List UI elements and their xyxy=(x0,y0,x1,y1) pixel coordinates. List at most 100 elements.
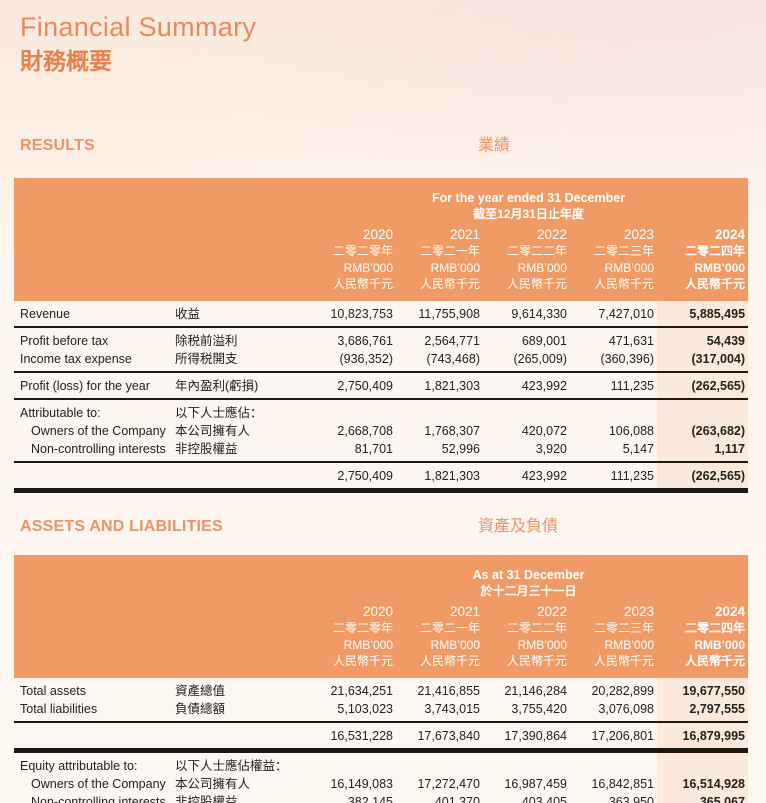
value-cell: 9,614,330 xyxy=(483,301,570,328)
value-cell xyxy=(483,399,570,422)
column-year: 2024 xyxy=(657,599,748,620)
column-unit: RMB’000 xyxy=(396,260,483,276)
value-cell: 16,149,083 xyxy=(330,777,393,791)
value-cell: 471,631 xyxy=(608,334,654,348)
row-label-zh: 年內盈利(虧損) xyxy=(169,372,309,400)
column-unit-zh: 人民幣千元 xyxy=(657,276,749,301)
table-header-row: 2020 2021 2022 2023 2024 xyxy=(14,599,748,620)
assets-table-body: Total assets 資產總值 21,634,251 21,416,855 21,1… xyxy=(14,678,748,803)
table-header-row: 於十二月三十一日 xyxy=(14,583,748,599)
assets-table-header: As at 31 December 於十二月三十一日 2020 2021 2022 202… xyxy=(14,555,748,678)
row-label-zh: 以下人士應佔權益： xyxy=(175,759,288,773)
row-label-en: Non-controlling interests xyxy=(14,793,169,803)
value-cell xyxy=(396,751,483,776)
value-cell: 1,768,307 xyxy=(424,424,480,438)
column-year-zh: 二零二二年 xyxy=(483,620,570,637)
table-row: Equity attributable to: 以下人士應佔權益： xyxy=(14,750,748,776)
results-table-header: For the year ended 31 December 截至12月31日止年… xyxy=(14,178,749,301)
table-row: Total assets 資產總值 21,634,251 21,416,855 21,1… xyxy=(14,678,748,700)
value-cell xyxy=(657,750,748,775)
assets-liabilities-table: As at 31 December 於十二月三十一日 2020 2021 2022 202… xyxy=(14,555,748,803)
results-heading-en: RESULTS xyxy=(20,137,95,154)
value-cell: 111,235 xyxy=(570,372,657,400)
column-unit: RMB’000 xyxy=(570,637,657,653)
column-year-zh: 二零二零年 xyxy=(309,620,396,637)
row-label-en: Attributable to: xyxy=(20,406,101,420)
column-unit-zh: 人民幣千元 xyxy=(396,276,483,301)
value-cell: 382,145 xyxy=(309,793,396,803)
row-label-en xyxy=(14,462,169,493)
assets-heading-en: ASSETS AND LIABILITIES xyxy=(20,518,223,535)
row-label-en: Profit (loss) for the year xyxy=(14,372,169,400)
row-label-en: Equity attributable to: xyxy=(20,759,138,773)
assets-heading-zh: 資產及負債 xyxy=(478,518,559,535)
column-year-zh: 二零二四年 xyxy=(657,620,748,637)
value-cell: 52,996 xyxy=(396,440,483,463)
row-label-en: Non-controlling interests xyxy=(14,440,169,463)
row-label-zh: 本公司擁有人 xyxy=(175,424,251,438)
value-cell xyxy=(396,399,483,422)
table-row: Total liabilities 負債總額 5,103,023 3,743,015 3… xyxy=(14,700,748,723)
value-cell: 17,673,840 xyxy=(396,722,483,753)
row-label-zh: 非控股權益 xyxy=(169,440,309,463)
table-row: Profit (loss) for the year 年內盈利(虧損) 2,750,… xyxy=(14,372,749,400)
table-row: 2,750,409 1,821,303 423,992 111,235 (262,565… xyxy=(14,462,749,493)
value-cell: 3,920 xyxy=(483,440,570,463)
value-cell: 111,235 xyxy=(570,462,657,493)
value-cell: 3,755,420 xyxy=(483,700,570,723)
value-cell: 21,634,251 xyxy=(330,684,393,698)
value-cell: 20,282,899 xyxy=(591,684,654,698)
table-header-row: As at 31 December xyxy=(14,555,748,583)
value-cell: 16,842,851 xyxy=(591,777,654,791)
row-label-zh: 本公司擁有人 xyxy=(175,777,251,791)
row-label-zh: 負債總額 xyxy=(169,700,309,723)
period-label-zh: 截至12月31日止年度 xyxy=(309,206,749,222)
results-table: For the year ended 31 December 截至12月31日止年… xyxy=(14,178,749,493)
value-cell: 16,987,459 xyxy=(504,777,567,791)
value-cell: 10,823,753 xyxy=(309,301,396,328)
table-row: Owners of the Company 本公司擁有人 2,668,708 1,76… xyxy=(14,422,749,440)
value-cell: 2,750,409 xyxy=(309,372,396,400)
column-unit: RMB’000 xyxy=(570,260,657,276)
table-row: Income tax expense 所得税開支 (936,352) (743,468… xyxy=(14,350,749,373)
value-cell: 21,146,284 xyxy=(504,684,567,698)
row-label-en xyxy=(14,722,169,753)
table-row: Attributable to: 以下人士應佔： xyxy=(14,399,749,422)
column-year-zh: 二零二一年 xyxy=(396,243,483,260)
assets-section-heading: ASSETS AND LIABILITIES 資產及負債 xyxy=(20,517,746,537)
table-header-row: 截至12月31日止年度 xyxy=(14,206,749,222)
value-cell: 423,992 xyxy=(483,462,570,493)
header-spacer xyxy=(14,260,309,276)
column-unit: RMB’000 xyxy=(396,637,483,653)
table-row: Profit before tax 除税前溢利 3,686,761 2,564,771… xyxy=(14,327,749,350)
value-cell: 423,992 xyxy=(483,372,570,400)
column-year: 2022 xyxy=(483,599,570,620)
value-cell: 689,001 xyxy=(521,334,567,348)
value-cell: 2,797,555 xyxy=(657,700,748,723)
column-year: 2021 xyxy=(396,599,483,620)
column-unit-zh: 人民幣千元 xyxy=(570,653,657,678)
results-section-heading: RESULTS 業績 xyxy=(20,136,746,156)
value-cell: 1,821,303 xyxy=(396,372,483,400)
value-cell: (317,004) xyxy=(657,350,749,373)
column-year-zh: 二零二三年 xyxy=(570,620,657,637)
table-row: Revenue 收益 10,823,753 11,755,908 9,614,330 7,… xyxy=(14,301,749,328)
column-unit-zh: 人民幣千元 xyxy=(483,653,570,678)
row-label-zh: 除税前溢利 xyxy=(175,334,238,348)
row-label-zh: 以下人士應佔： xyxy=(175,406,263,420)
column-unit-zh: 人民幣千元 xyxy=(657,653,748,678)
column-year: 2021 xyxy=(396,222,483,243)
value-cell: 16,879,995 xyxy=(657,722,748,753)
column-year: 2024 xyxy=(657,222,749,243)
value-cell xyxy=(309,399,396,422)
column-unit-zh: 人民幣千元 xyxy=(309,276,396,301)
value-cell: 5,147 xyxy=(570,440,657,463)
value-cell: 17,272,470 xyxy=(417,777,480,791)
row-label-en: Total liabilities xyxy=(14,700,169,723)
table-header-row: 二零二零年 二零二一年 二零二二年 二零二三年 二零二四年 xyxy=(14,620,748,637)
table-header-row: 二零二零年 二零二一年 二零二二年 二零二三年 二零二四年 xyxy=(14,243,749,260)
row-label-en: Owners of the Company xyxy=(31,777,166,791)
table-row: Owners of the Company 本公司擁有人 16,149,083 17,… xyxy=(14,775,748,793)
value-cell: 19,677,550 xyxy=(657,678,748,700)
table-header-row: RMB’000 RMB’000 RMB’000 RMB’000 RMB’000 xyxy=(14,260,749,276)
